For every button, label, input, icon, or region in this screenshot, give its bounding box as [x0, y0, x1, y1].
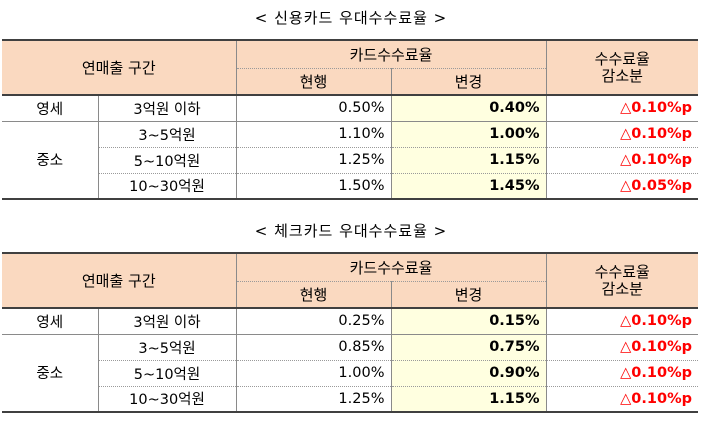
table-row: 중소 3~5억원 0.85% 0.75% △0.10%p	[2, 334, 698, 413]
reduction-cell: △0.10%p	[545, 360, 698, 387]
revenue-range-cell: 5~10억원	[97, 147, 236, 174]
header-revenue-range: 연매출 구간	[2, 252, 236, 309]
header-changed: 변경	[390, 68, 546, 96]
current-rate-cell: 1.10%	[235, 121, 391, 148]
merchant-type-cell: 중소	[2, 121, 98, 200]
reduction-cell: △0.10%p	[545, 121, 698, 148]
revenue-range-cell: 3~5억원	[97, 121, 236, 148]
merchant-type-cell: 중소	[2, 334, 98, 413]
reduction-cell: △0.10%p	[545, 147, 698, 174]
current-rate-cell: 0.85%	[235, 334, 391, 361]
changed-rate-cell: 1.00%	[390, 121, 546, 148]
current-rate-cell: 1.50%	[235, 173, 391, 200]
header-current: 현행	[235, 68, 391, 96]
check-card-fee-table: 연매출 구간 카드수수료율 수수료율 감소분 현행 변경 영세 3억원 이하 0…	[2, 252, 698, 413]
header-current: 현행	[235, 281, 391, 309]
header-changed: 변경	[390, 281, 546, 309]
reduction-cell: △0.10%p	[545, 334, 698, 361]
credit-card-fee-table: 연매출 구간 카드수수료율 수수료율 감소분 현행 변경 영세 3억원 이하 0…	[2, 39, 698, 200]
changed-rate-cell: 0.15%	[390, 308, 546, 335]
table-row: 영세 3억원 이하 0.25% 0.15% △0.10%p	[2, 308, 698, 335]
table-row: 영세 3억원 이하 0.50% 0.40% △0.10%p	[2, 95, 698, 122]
table-row: 중소 3~5억원 1.10% 1.00% △0.10%p	[2, 121, 698, 200]
table-row: 5~10억원 1.00% 0.90% △0.10%p	[2, 360, 698, 387]
current-rate-cell: 1.25%	[235, 147, 391, 174]
reduction-cell: △0.10%p	[545, 386, 698, 413]
current-rate-cell: 0.25%	[235, 308, 391, 335]
current-rate-cell: 0.50%	[235, 95, 391, 122]
table-row: 5~10억원 1.25% 1.15% △0.10%p	[2, 147, 698, 174]
reduction-cell: △0.10%p	[545, 95, 698, 122]
changed-rate-cell: 1.45%	[390, 173, 546, 200]
current-rate-cell: 1.00%	[235, 360, 391, 387]
header-card-fee-rate: 카드수수료율	[235, 252, 546, 282]
revenue-range-cell: 3억원 이하	[97, 95, 236, 122]
changed-rate-cell: 1.15%	[390, 386, 546, 413]
current-rate-cell: 1.25%	[235, 386, 391, 413]
changed-rate-cell: 0.75%	[390, 334, 546, 361]
credit-card-caption: < 신용카드 우대수수료율 >	[254, 9, 448, 27]
reduction-cell: △0.10%p	[545, 308, 698, 335]
revenue-range-cell: 5~10억원	[97, 360, 236, 387]
merchant-type-cell: 영세	[2, 308, 98, 335]
header-fee-reduction: 수수료율 감소분	[545, 39, 698, 96]
table-row: 10~30억원 1.50% 1.45% △0.05%p	[2, 173, 698, 200]
revenue-range-cell: 10~30억원	[97, 173, 236, 200]
check-card-caption: < 체크카드 우대수수료율 >	[254, 222, 448, 240]
table-row: 10~30억원 1.25% 1.15% △0.10%p	[2, 386, 698, 413]
changed-rate-cell: 0.40%	[390, 95, 546, 122]
header-fee-reduction: 수수료율 감소분	[545, 252, 698, 309]
header-card-fee-rate: 카드수수료율	[235, 39, 546, 69]
changed-rate-cell: 0.90%	[390, 360, 546, 387]
revenue-range-cell: 3~5억원	[97, 334, 236, 361]
merchant-type-cell: 영세	[2, 95, 98, 122]
changed-rate-cell: 1.15%	[390, 147, 546, 174]
revenue-range-cell: 10~30억원	[97, 386, 236, 413]
reduction-cell: △0.05%p	[545, 173, 698, 200]
revenue-range-cell: 3억원 이하	[97, 308, 236, 335]
header-revenue-range: 연매출 구간	[2, 39, 236, 96]
